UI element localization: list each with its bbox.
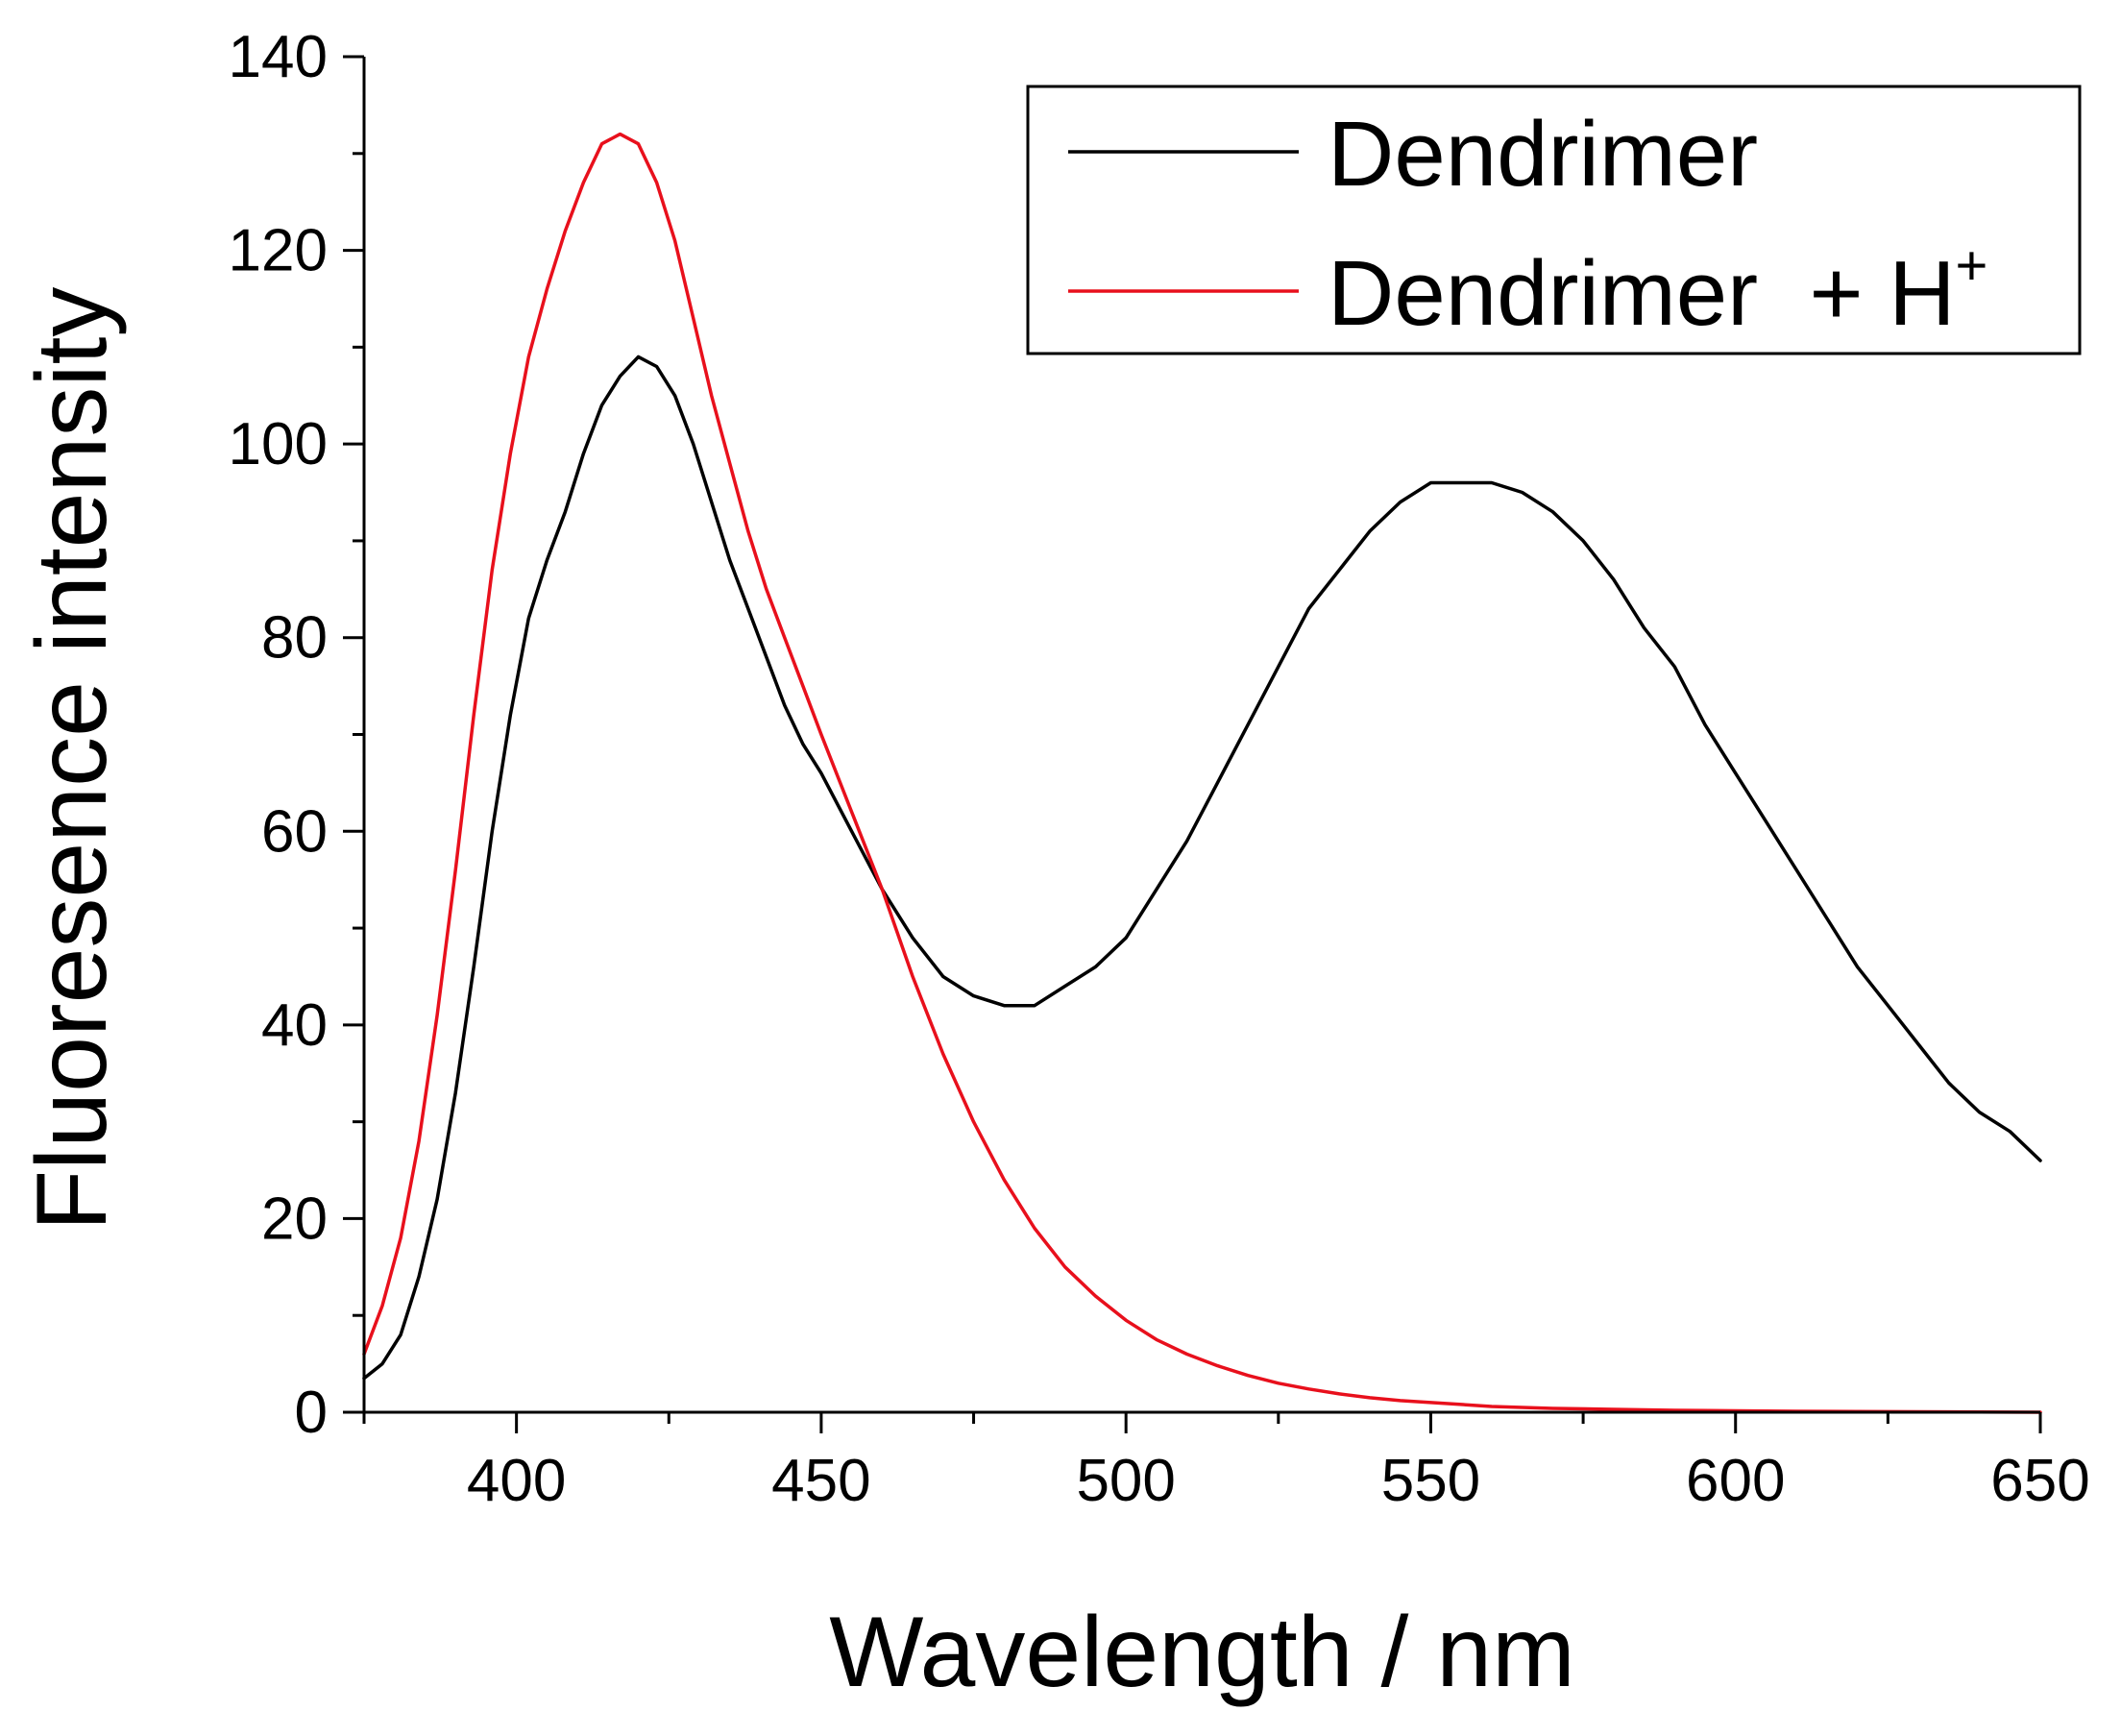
x-axis-title: Wavelength / nm [829,1597,1575,1708]
x-tick-label: 450 [771,1448,870,1514]
x-tick-label: 500 [1076,1448,1175,1514]
y-tick-label: 40 [261,992,328,1059]
y-tick-label: 80 [261,605,328,672]
legend-label-dendrimer-h-plus: Dendrimer + H+ [1328,234,1987,345]
x-tick-label: 650 [1990,1448,2089,1514]
series-line-dendrimer [362,355,2042,1381]
y-axis-title: Fluoresence intensity [16,287,128,1232]
y-tick-label: 100 [229,411,328,477]
legend-box [1026,85,2082,355]
legend: Dendrimer Dendrimer + H+ [1026,85,2082,355]
axes: 0 20 40 60 80 100 120 140 400 450 500 550 600 650 Wave… [16,24,2090,1708]
y-tick-label: 140 [229,24,328,90]
legend-label-dendrimer: Dendrimer [1328,103,1758,206]
x-tick-label: 600 [1686,1448,1785,1514]
legend-superscript: + [1956,234,1988,297]
x-tick-label: 400 [467,1448,566,1514]
series-line-dendrimer-h-plus [362,132,2042,1414]
y-tick-label: 60 [261,798,328,865]
x-tick-label: 550 [1381,1448,1480,1514]
plot-area [362,132,2042,1414]
y-tick-label: 0 [295,1380,328,1446]
y-tick-label: 120 [229,218,328,284]
y-tick-label: 20 [261,1186,328,1252]
